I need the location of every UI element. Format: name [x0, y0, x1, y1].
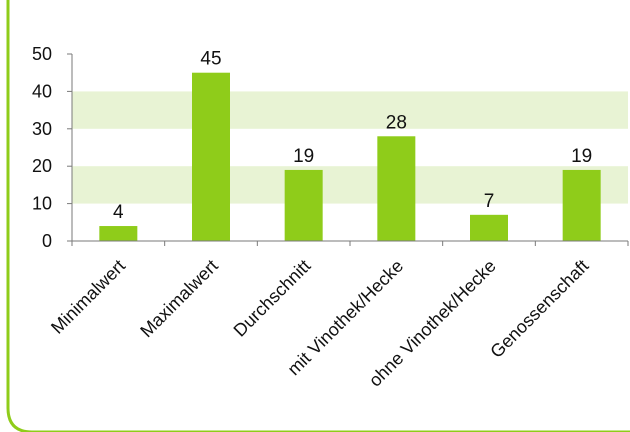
data-labels: 4 45 19 28 7 19: [113, 49, 592, 223]
category-label-0: Minimalwert: [47, 256, 129, 338]
bar-5: [562, 169, 601, 241]
bar-2: [284, 169, 323, 241]
bar-series: [99, 72, 601, 241]
band-1: [72, 91, 628, 129]
background-bands: [72, 91, 628, 204]
y-axis-tick-labels: 0 10 20 30 40 50: [32, 44, 52, 251]
category-label-1: Maximalwert: [136, 256, 222, 342]
y-tick-label-5: 50: [32, 44, 52, 64]
data-label-4: 7: [484, 191, 495, 212]
chart-axes: [67, 53, 629, 246]
bar-3: [377, 136, 416, 241]
bar-1: [192, 72, 230, 241]
category-label-5: Genossenschaft: [486, 256, 592, 362]
data-label-1: 45: [200, 49, 221, 70]
bar-chart: 0 10 20 30 40 50 4 45 19 28 7 19 Minimalwert Maxima…: [32, 44, 629, 391]
data-label-0: 4: [113, 202, 124, 223]
y-tick-label-3: 30: [32, 119, 52, 139]
bar-4: [470, 214, 508, 241]
data-label-2: 19: [293, 146, 314, 167]
band-0: [72, 166, 628, 204]
bar-0: [99, 226, 138, 241]
y-tick-label-2: 20: [32, 156, 52, 176]
data-label-5: 19: [571, 146, 592, 167]
category-label-2: Durchschnitt: [230, 256, 315, 341]
y-tick-label-1: 10: [32, 194, 52, 214]
data-label-3: 28: [386, 112, 407, 133]
y-tick-label-0: 0: [42, 231, 52, 251]
y-tick-label-4: 40: [32, 81, 52, 101]
